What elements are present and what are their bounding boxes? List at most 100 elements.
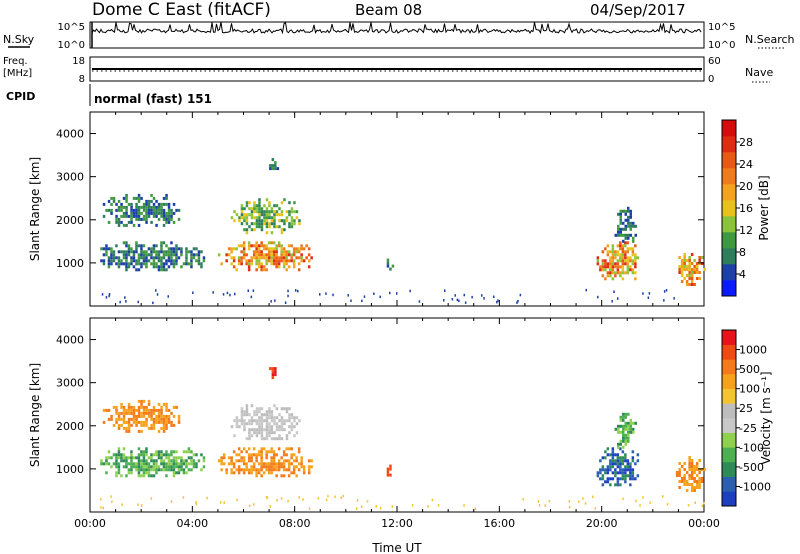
cell-1: [160, 208, 163, 212]
cell-0: [182, 462, 186, 466]
cell-3: [283, 428, 286, 432]
cell-0: [165, 244, 168, 248]
cell-6: [616, 259, 620, 263]
cell-3: [263, 210, 266, 214]
cell-3: [258, 416, 261, 420]
cell-0: [175, 450, 178, 454]
cell-3: [273, 437, 276, 441]
cell-3: [265, 428, 269, 432]
cell-2: [237, 262, 241, 266]
cell-6: [634, 477, 637, 481]
cell-3: [243, 422, 246, 426]
cell-1: [152, 408, 156, 412]
cell-6: [626, 459, 630, 463]
cell-6: [624, 477, 627, 481]
cell-3: [263, 222, 266, 226]
cell-0: [157, 453, 161, 457]
cell-1: [150, 423, 153, 427]
cell-2: [262, 447, 266, 451]
cell-0: [130, 471, 133, 475]
cell-7: [627, 424, 630, 428]
cell-2: [292, 468, 296, 472]
cell-0: [192, 253, 196, 257]
cell-0: [157, 456, 161, 460]
cell-0: [165, 474, 168, 478]
cell-1: [105, 208, 108, 212]
cell-0: [177, 256, 181, 260]
cell-3: [245, 222, 249, 226]
cell-0: [120, 459, 123, 463]
cell-2: [230, 462, 233, 466]
cell-2: [270, 456, 273, 460]
cell-0: [185, 247, 188, 251]
cell-1: [125, 196, 128, 200]
cell-6: [629, 465, 632, 469]
cell-4: [271, 158, 275, 162]
cell-1: [155, 211, 158, 215]
cell-2: [272, 462, 276, 466]
cell-0: [185, 462, 188, 466]
cell-1: [155, 208, 158, 212]
clutter-cell: [297, 289, 299, 293]
cbar-tick-label: 12: [739, 224, 753, 237]
cell-3: [260, 219, 264, 223]
cell-0: [117, 465, 121, 469]
cell-3: [295, 216, 299, 220]
cell-0: [100, 459, 103, 463]
cell-1: [167, 414, 171, 418]
cell-3: [283, 422, 286, 426]
cell-0: [162, 253, 166, 257]
cell-6: [624, 480, 627, 484]
cell-1: [120, 208, 123, 212]
cell-0: [142, 465, 146, 469]
cell-1: [157, 414, 161, 418]
nsky-panel: 10^5 10^0 N.Sky 10^5 10^0 N.Search: [3, 21, 795, 51]
cell-2: [265, 468, 268, 472]
cell-0: [185, 450, 188, 454]
cell-0: [132, 256, 136, 260]
cell-3: [265, 222, 269, 226]
cell-1: [150, 205, 153, 209]
cell-6: [621, 262, 625, 266]
cell-2: [222, 453, 226, 457]
clutter-cell: [287, 294, 289, 298]
cell-0: [132, 253, 136, 257]
cell-2: [250, 459, 253, 463]
cell-2: [280, 462, 283, 466]
cell-1: [105, 408, 108, 412]
clutter-cell: [411, 504, 414, 507]
cell-2: [222, 462, 226, 466]
cell-0: [150, 465, 153, 469]
cell-0: [105, 250, 108, 254]
cell-2: [267, 468, 271, 472]
cell-2: [250, 456, 253, 460]
cell-2: [220, 468, 223, 472]
cell-1: [165, 220, 168, 224]
cell-2: [227, 247, 231, 251]
cell-0: [160, 259, 163, 263]
cell-6: [631, 450, 635, 454]
cell-0: [145, 459, 148, 463]
cell-3: [258, 410, 261, 414]
cell-2: [297, 447, 301, 451]
cell-3: [278, 425, 281, 429]
cell-6: [636, 459, 640, 463]
cell-3: [258, 198, 261, 202]
cell-8: [693, 486, 696, 489]
cell-1: [115, 420, 118, 424]
cell-3: [290, 425, 294, 429]
cell-3: [245, 219, 249, 223]
cell-0: [160, 459, 163, 463]
cell-3: [265, 416, 269, 420]
cell-1: [135, 408, 138, 412]
cell-6: [634, 259, 637, 263]
cell-3: [240, 413, 244, 417]
cell-1: [137, 411, 141, 415]
cell-0: [152, 247, 156, 251]
cell-7: [617, 427, 620, 431]
cell-7: [622, 439, 625, 443]
cell-8: [680, 480, 684, 483]
cell-0: [137, 262, 141, 266]
